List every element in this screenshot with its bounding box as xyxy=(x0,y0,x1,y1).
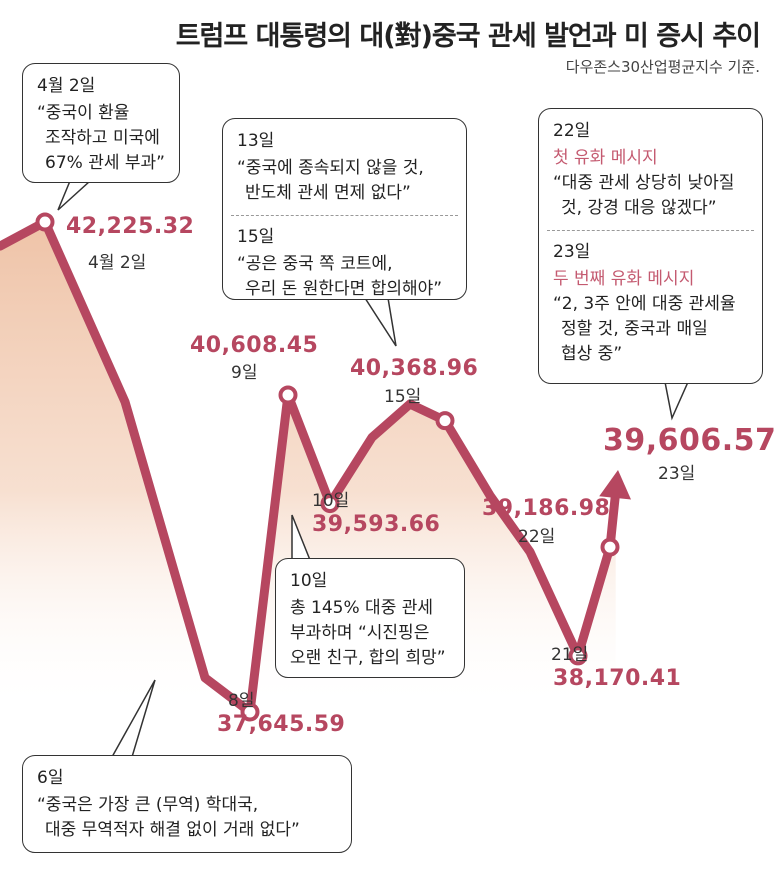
trend-arrow-head xyxy=(599,470,631,500)
value-label-d10: 39,593.66 xyxy=(312,512,441,537)
date-label-d10: 10일 xyxy=(312,491,350,511)
bubble-quote-line: “중국이 환율 xyxy=(37,103,130,123)
bubble-quote-line: “2, 3주 안에 대중 관세율 xyxy=(553,294,736,314)
bubble-quote-line: 오랜 친구, 합의 희망” xyxy=(290,648,446,668)
bubble-day: 22일 xyxy=(553,121,591,141)
value-label-d21: 38,170.41 xyxy=(553,666,682,691)
bubble-message-title: 첫 유화 메시지 xyxy=(553,148,658,168)
bubble-message-title: 두 번째 유화 메시지 xyxy=(553,269,695,289)
date-label-d23: 23일 xyxy=(658,464,696,484)
value-label-d8: 37,645.59 xyxy=(217,712,346,737)
value-label-d9: 40,608.45 xyxy=(190,333,319,358)
leader-d22-23 xyxy=(664,381,690,421)
bubble-day: 23일 xyxy=(553,242,591,262)
data-point-d21 xyxy=(568,646,588,666)
annotation-bubble-d6: 6일 “중국은 가장 큰 (무역) 학대국, 대중 무역적자 해결 없이 거래 … xyxy=(22,755,352,853)
value-label-apr2: 42,225.32 xyxy=(66,214,195,239)
bubble-quote-line: “공은 중국 쪽 코트에, xyxy=(237,254,393,274)
bubble-day: 13일 xyxy=(237,131,275,151)
value-label-d15: 40,368.96 xyxy=(350,356,479,381)
bubble-quote-line: 대중 무역적자 해결 없이 거래 없다” xyxy=(45,820,300,840)
bubble-day: 15일 xyxy=(237,227,275,247)
bubble-divider xyxy=(231,215,458,216)
leader-d13-15 xyxy=(363,297,397,347)
series-line xyxy=(0,217,621,717)
data-point-d8 xyxy=(240,702,260,722)
date-label-d8: 8일 xyxy=(228,691,255,711)
leader-apr2 xyxy=(57,180,92,211)
annotation-bubble-apr2: 4월 2일 “중국이 환율 조작하고 미국에 67% 관세 부과” xyxy=(22,63,180,183)
bubble-quote-line: 협상 중” xyxy=(561,344,623,364)
bubble-day: 10일 xyxy=(290,571,328,591)
value-label-d22: 39,186.98 xyxy=(482,496,611,521)
chart-title: 트럼프 대통령의 대(對)중국 관세 발언과 미 증시 추이 xyxy=(175,21,761,52)
annotation-bubble-d13-d15: 13일 “중국에 종속되지 않을 것, 반도체 관세 면제 없다” 15일 “공… xyxy=(222,118,467,300)
date-label-d9: 9일 xyxy=(231,363,258,383)
bubble-quote-line: 정할 것, 중국과 매일 xyxy=(561,319,708,339)
date-label-apr2: 4월 2일 xyxy=(88,253,147,273)
bubble-quote-line: “대중 관세 상당히 낮아질 xyxy=(553,173,735,193)
value-label-d23: 39,606.57 xyxy=(603,423,777,458)
bubble-quote-line: 부과하며 “시진핑은 xyxy=(290,623,430,643)
data-point-d22 xyxy=(600,537,620,557)
bubble-quote-line: 조작하고 미국에 xyxy=(45,128,160,148)
annotation-bubble-d10: 10일 총 145% 대중 관세 부과하며 “시진핑은 오랜 친구, 합의 희망… xyxy=(275,558,465,678)
data-point-d15 xyxy=(435,411,455,431)
bubble-quote-line: 것, 강경 대응 않겠다” xyxy=(561,198,717,218)
bubble-quote-line: “중국에 종속되지 않을 것, xyxy=(237,158,424,178)
bubble-quote-line: 67% 관세 부과” xyxy=(45,153,165,173)
date-label-d15: 15일 xyxy=(384,387,422,407)
data-point-d10 xyxy=(320,494,340,514)
bubble-day: 4월 2일 xyxy=(37,76,96,96)
bubble-quote-line: 반도체 관세 면제 없다” xyxy=(245,183,411,203)
date-label-d22: 22일 xyxy=(518,527,556,547)
chart-source-note: 다우존스30산업평균지수 기준. xyxy=(565,58,760,76)
bubble-day: 6일 xyxy=(37,768,64,788)
annotation-bubble-d22-d23: 22일 첫 유화 메시지 “대중 관세 상당히 낮아질 것, 강경 대응 않겠다… xyxy=(538,108,763,384)
bubble-quote-line: 우리 돈 원한다면 합의해야” xyxy=(245,279,443,299)
bubble-divider xyxy=(547,230,754,231)
data-point-apr2 xyxy=(35,212,55,232)
date-label-d21: 21일 xyxy=(551,645,589,665)
data-point-d9 xyxy=(278,385,298,405)
bubble-quote-line: 총 145% 대중 관세 xyxy=(290,598,434,618)
bubble-quote-line: “중국은 가장 큰 (무역) 학대국, xyxy=(37,795,259,815)
